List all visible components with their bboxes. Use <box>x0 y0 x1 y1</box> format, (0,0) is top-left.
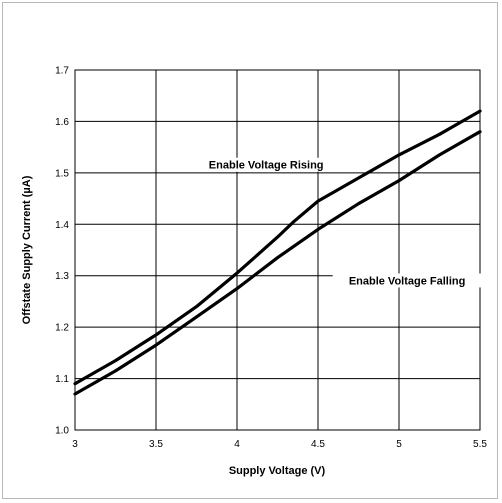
y-tick-labels: 1.0 1.1 1.2 1.3 1.4 1.5 1.6 1.7 <box>55 66 69 437</box>
y-tick-label-0: 1.0 <box>55 426 69 437</box>
x-axis-title: Supply Voltage (V) <box>229 465 326 477</box>
annotation-label-1: Enable Voltage Falling <box>349 275 466 287</box>
y-axis-title: Offstate Supply Current (µA) <box>21 175 33 324</box>
grid <box>74 69 481 431</box>
x-tick-label-5: 5.5 <box>473 439 487 450</box>
x-tick-label-2: 4 <box>234 439 240 450</box>
chart-frame <box>2 2 498 499</box>
annotation-label-0: Enable Voltage Rising <box>209 160 324 172</box>
annotation-background-0 <box>194 157 338 172</box>
x-tick-label-0: 3 <box>72 439 78 450</box>
series-layer <box>73 109 482 396</box>
y-tick-label-6: 1.6 <box>55 117 69 128</box>
y-tick-label-4: 1.4 <box>55 220 69 231</box>
x-tick-label-1: 3.5 <box>149 439 163 450</box>
x-tick-label-3: 4.5 <box>311 439 325 450</box>
y-tick-label-1: 1.1 <box>55 374 69 385</box>
y-tick-label-2: 1.2 <box>55 323 69 334</box>
y-tick-label-3: 1.3 <box>55 271 69 282</box>
annotations: Enable Voltage Rising Enable Voltage Fall… <box>194 157 482 288</box>
x-tick-label-4: 5 <box>396 439 402 450</box>
series-line-0 <box>73 109 482 386</box>
y-tick-label-5: 1.5 <box>55 168 69 179</box>
annotation-background-1 <box>332 273 482 288</box>
series-line-1 <box>73 130 482 396</box>
plot-border <box>74 69 481 431</box>
x-tick-labels: 3 3.5 4 4.5 5 5.5 <box>72 439 487 450</box>
y-tick-label-7: 1.7 <box>55 66 69 77</box>
